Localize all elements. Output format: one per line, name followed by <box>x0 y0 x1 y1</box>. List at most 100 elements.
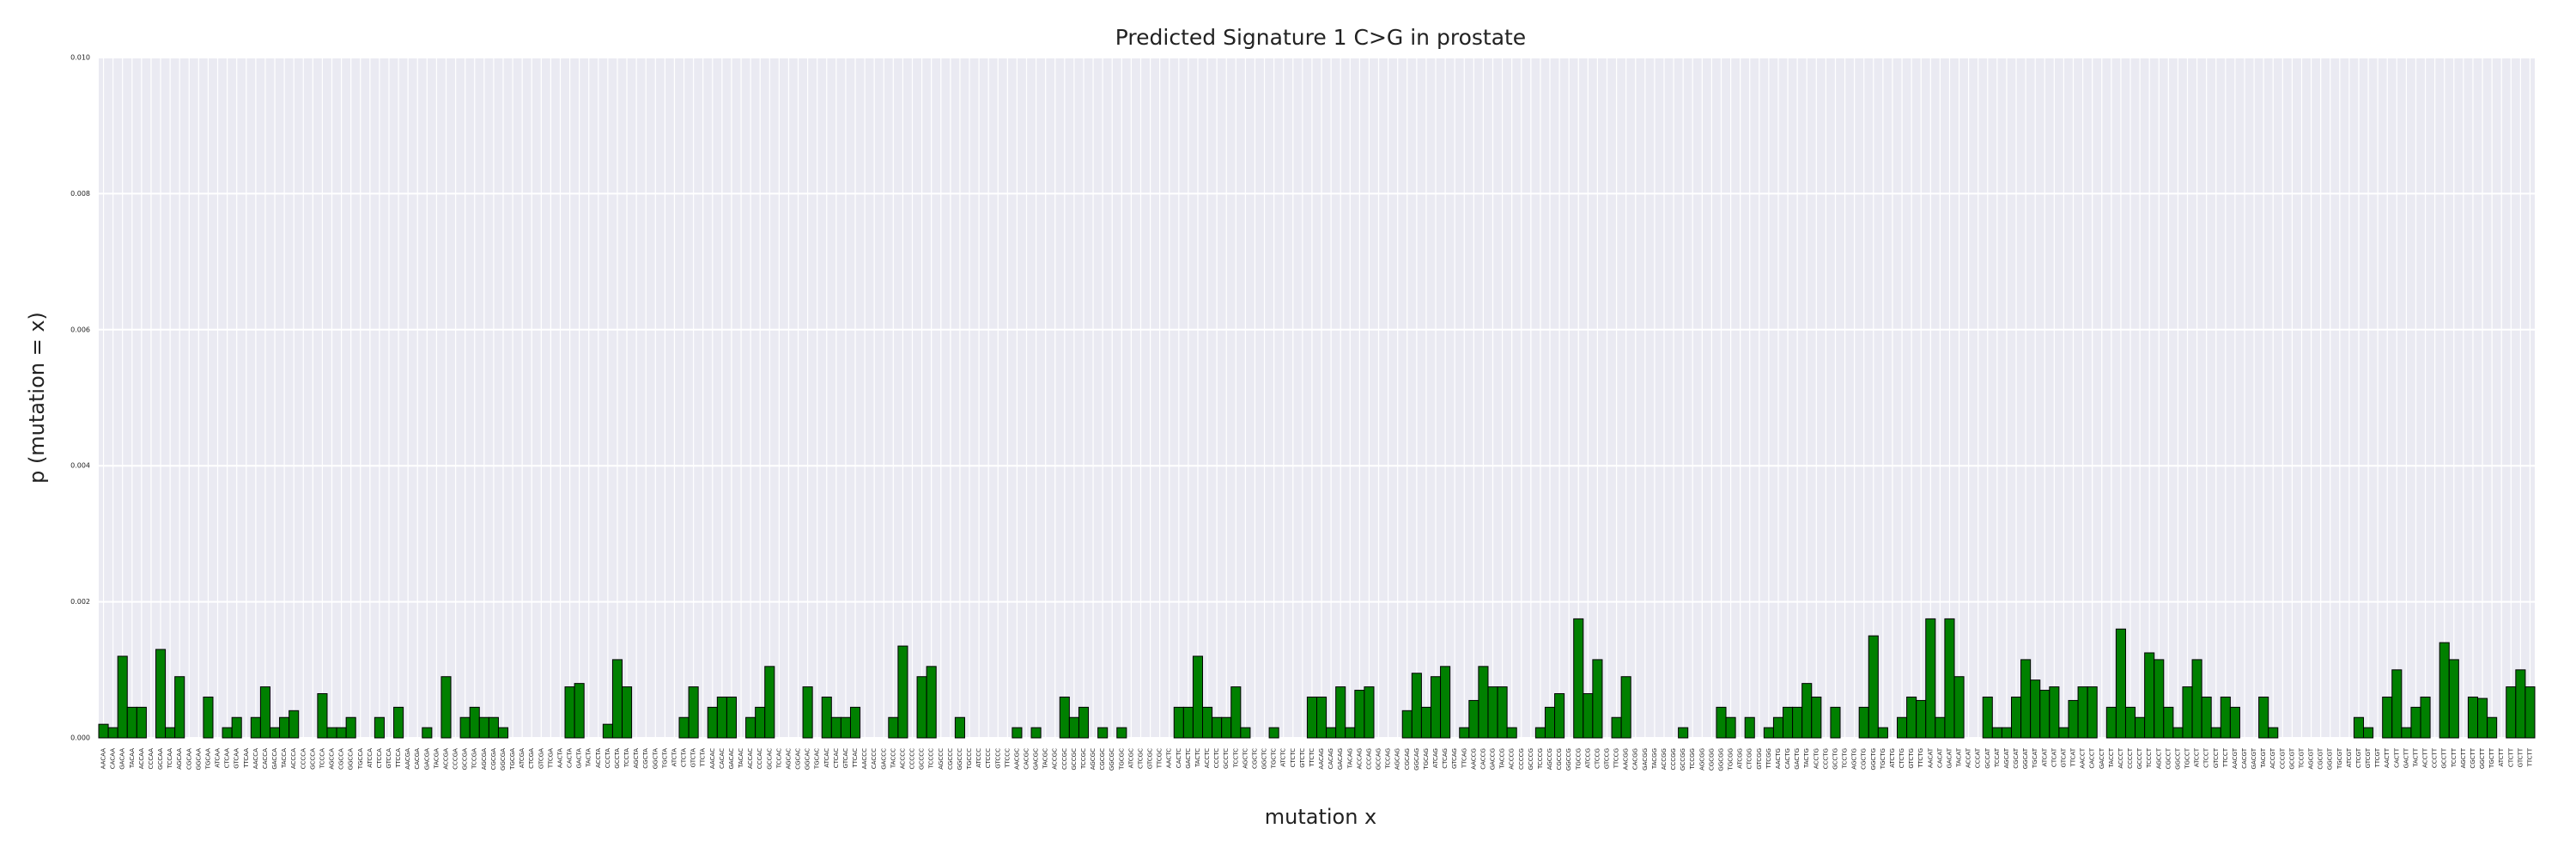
x-tick-label: TGCCA <box>357 748 364 770</box>
x-tick-label: CCCCC <box>909 748 916 770</box>
x-tick-label: ACCCC <box>899 748 906 769</box>
bar <box>1221 716 1232 739</box>
bar <box>574 683 585 739</box>
bar <box>1012 727 1023 739</box>
bar <box>259 686 270 739</box>
x-tick-label: GCCGA <box>462 748 469 771</box>
bar <box>1345 727 1356 739</box>
x-tick-label: ACCGT <box>2269 747 2276 769</box>
bar <box>1906 696 1917 739</box>
x-tick-label: ACCGG <box>1661 748 1668 770</box>
x-tick-label: GTCAC <box>842 748 849 769</box>
bar <box>1944 618 1955 739</box>
x-tick-label: ATCGG <box>1737 748 1744 769</box>
x-tick-label: TGCAA <box>204 748 211 771</box>
x-tick-label: TACCC <box>890 748 896 769</box>
x-tick-label: TACCA <box>281 748 288 769</box>
x-tick-label: GCCTG <box>1832 748 1838 770</box>
x-tick-label: ATCCG <box>1584 748 1591 768</box>
x-tick-label: TCCCC <box>928 748 935 770</box>
x-tick-label: GTCTG <box>1908 748 1915 769</box>
bar <box>488 716 499 739</box>
x-tick-label: TACTC <box>1194 748 1201 768</box>
x-tick-label: GGCAC <box>805 748 811 770</box>
x-tick-label: GTCCC <box>994 748 1001 769</box>
x-tick-label: GCCAT <box>1984 747 1991 768</box>
bar <box>2382 696 2393 739</box>
x-tick-label: TACGT <box>2260 747 2267 768</box>
x-tick-label: CACCT <box>2089 747 2096 768</box>
bar <box>117 655 128 739</box>
x-tick-label: TACGA <box>433 748 440 770</box>
bar <box>126 706 137 739</box>
x-tick-label: GGCGG <box>1717 748 1724 771</box>
y-tick-label: 0.010 <box>70 54 90 62</box>
x-tick-label: ATCGT <box>2346 747 2353 767</box>
x-tick-label: TCCAC <box>775 748 782 769</box>
x-tick-label: GACAG <box>1337 748 1344 770</box>
bar <box>2182 686 2193 739</box>
x-tick-label: CTCTC <box>1290 748 1297 768</box>
bar <box>1326 727 1337 739</box>
bar <box>2420 696 2431 739</box>
bar <box>2515 669 2526 739</box>
x-tick-label: TGCCT <box>2184 747 2191 769</box>
x-tick-label: ATCAG <box>1432 748 1439 768</box>
x-tick-label: TACAG <box>1346 748 1353 769</box>
bar <box>469 706 480 739</box>
x-tick-label: CTCAT <box>2050 747 2057 767</box>
x-tick-label: TGCAG <box>1423 748 1430 771</box>
x-tick-label: CACTT <box>2393 747 2400 768</box>
bar <box>2477 698 2488 739</box>
x-tick-label: GTCGA <box>538 748 544 769</box>
x-tick-label: AACGC <box>1013 748 1020 770</box>
bar <box>840 716 851 739</box>
x-tick-label: GACGG <box>1642 748 1649 771</box>
x-tick-label: AGCAT <box>2003 747 2010 768</box>
x-tick-label: GCCGG <box>1680 748 1686 771</box>
x-tick-label: ACCTA <box>595 748 602 768</box>
x-tick-label: GTCAA <box>234 748 240 769</box>
x-tick-label: GGCCT <box>2174 747 2181 770</box>
x-tick-label: CGCCC <box>947 748 954 770</box>
x-tick-label: CCCGA <box>453 748 459 770</box>
x-tick-label: ATCCT <box>2194 747 2201 767</box>
bar <box>2353 716 2365 739</box>
x-tick-label: CACTA <box>567 748 574 768</box>
x-tick-label: GTCAG <box>1451 748 1458 769</box>
x-tick-label: ACCCA <box>290 748 297 769</box>
bar <box>1430 676 1442 739</box>
bar <box>2191 659 2202 739</box>
x-tick-label: AGCAA <box>176 748 183 770</box>
x-tick-label: GCCCA <box>309 748 316 770</box>
bar <box>755 706 766 739</box>
bar <box>2391 669 2403 739</box>
x-tick-label: CACGT <box>2241 747 2248 769</box>
plot-background <box>99 58 2535 738</box>
bar <box>1858 706 1869 739</box>
x-tick-label: TTCTG <box>1917 748 1924 769</box>
bar <box>1230 686 1242 739</box>
bar <box>1420 706 1431 739</box>
chart-title: Predicted Signature 1 C>G in prostate <box>1115 25 1526 50</box>
x-tick-label: ACCTC <box>1204 748 1211 768</box>
x-tick-label: AACAT <box>1927 747 1934 768</box>
x-tick-label: TACTA <box>586 748 592 768</box>
x-tick-label: TACTT <box>2412 747 2419 767</box>
x-tick-label: AGCCA <box>329 748 336 770</box>
x-tick-label: TCCCA <box>319 748 325 770</box>
bar <box>136 706 147 739</box>
bar <box>2268 727 2279 739</box>
bar <box>1982 696 1993 739</box>
x-tick-label: CGCCA <box>338 748 345 770</box>
bar <box>1811 696 1822 739</box>
bar <box>422 727 433 739</box>
bar <box>1459 727 1470 739</box>
x-tick-label: TACGC <box>1042 748 1049 770</box>
bar <box>165 727 176 739</box>
bar <box>459 716 471 739</box>
x-tick-label: CACTC <box>1176 748 1182 768</box>
x-tick-label: CTCTT <box>2507 747 2514 767</box>
bar <box>1335 686 1346 739</box>
x-tick-label: GGCAT <box>2022 747 2029 769</box>
